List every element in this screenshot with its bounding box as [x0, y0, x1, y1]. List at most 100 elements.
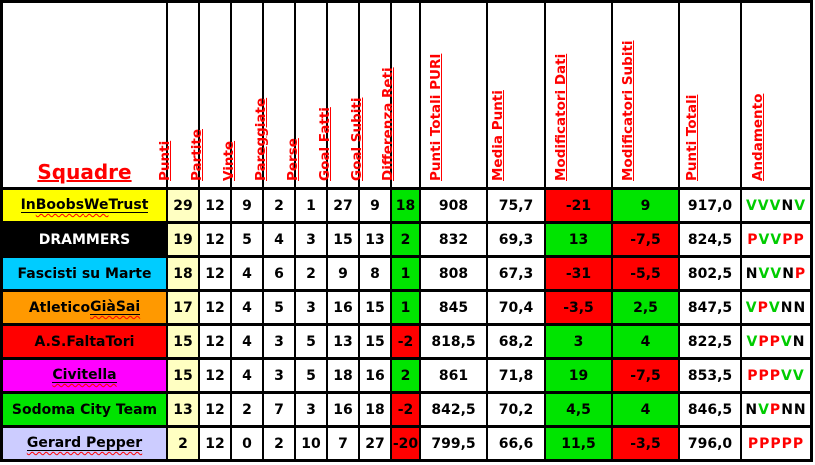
cell-perse[interactable]: 3 [296, 394, 326, 425]
cell-pareggiate[interactable]: 5 [264, 292, 294, 323]
cell-perse[interactable]: 10 [296, 428, 326, 459]
cell-pareggiate[interactable]: 3 [264, 360, 294, 391]
cell-partite[interactable]: 12 [200, 394, 230, 425]
cell-vinte[interactable]: 4 [232, 292, 262, 323]
cell-modificatori_dati[interactable]: 13 [546, 224, 611, 255]
header-punti_totali_puri[interactable]: Punti Totali PURI [421, 3, 486, 187]
cell-modificatori_subiti[interactable]: 2,5 [613, 292, 678, 323]
header-goal_subiti[interactable]: Goal Subiti [349, 3, 390, 187]
cell-goal_subiti[interactable]: 15 [360, 292, 390, 323]
cell-modificatori_subiti[interactable]: 9 [613, 190, 678, 221]
header-media_punti[interactable]: Media Punti [488, 3, 544, 187]
cell-modificatori_dati[interactable]: -3,5 [546, 292, 611, 323]
cell-goal_subiti[interactable]: 8 [360, 258, 390, 289]
team-name-cell[interactable]: Gerard Pepper [3, 428, 166, 459]
cell-perse[interactable]: 2 [296, 258, 326, 289]
team-name-cell[interactable]: Atletico GiàSai [3, 292, 166, 323]
cell-punti_totali_puri[interactable]: 845 [421, 292, 486, 323]
cell-modificatori_subiti[interactable]: 4 [613, 394, 678, 425]
cell-punti_totali_puri[interactable]: 861 [421, 360, 486, 391]
header-partite[interactable]: Partite [189, 3, 230, 187]
team-name-cell[interactable]: A.S.FaltaTori [3, 326, 166, 357]
team-name-cell[interactable]: DRAMMERS [3, 224, 166, 255]
cell-punti_totali[interactable]: 847,5 [680, 292, 740, 323]
cell-goal_fatti[interactable]: 16 [328, 292, 358, 323]
header-vinte[interactable]: Vinte [221, 3, 262, 187]
cell-perse[interactable]: 3 [296, 224, 326, 255]
cell-punti_totali_puri[interactable]: 799,5 [421, 428, 486, 459]
cell-goal_subiti[interactable]: 15 [360, 326, 390, 357]
cell-pareggiate[interactable]: 6 [264, 258, 294, 289]
cell-perse[interactable]: 5 [296, 360, 326, 391]
cell-modificatori_subiti[interactable]: -5,5 [613, 258, 678, 289]
cell-punti_totali_puri[interactable]: 842,5 [421, 394, 486, 425]
cell-vinte[interactable]: 9 [232, 190, 262, 221]
cell-partite[interactable]: 12 [200, 190, 230, 221]
cell-modificatori_dati[interactable]: 11,5 [546, 428, 611, 459]
cell-goal_subiti[interactable]: 16 [360, 360, 390, 391]
cell-media_punti[interactable]: 67,3 [488, 258, 544, 289]
cell-differenza_reti[interactable]: 18 [392, 190, 419, 221]
cell-differenza_reti[interactable]: 1 [392, 258, 419, 289]
cell-modificatori_dati[interactable]: -21 [546, 190, 611, 221]
cell-pareggiate[interactable]: 4 [264, 224, 294, 255]
cell-media_punti[interactable]: 75,7 [488, 190, 544, 221]
cell-differenza_reti[interactable]: -2 [392, 394, 419, 425]
cell-goal_fatti[interactable]: 13 [328, 326, 358, 357]
cell-perse[interactable]: 3 [296, 292, 326, 323]
cell-punti_totali[interactable]: 846,5 [680, 394, 740, 425]
cell-goal_subiti[interactable]: 13 [360, 224, 390, 255]
cell-vinte[interactable]: 5 [232, 224, 262, 255]
cell-partite[interactable]: 12 [200, 258, 230, 289]
cell-punti[interactable]: 2 [168, 428, 198, 459]
cell-punti_totali[interactable]: 822,5 [680, 326, 740, 357]
cell-modificatori_dati[interactable]: -31 [546, 258, 611, 289]
cell-vinte[interactable]: 4 [232, 326, 262, 357]
cell-goal_fatti[interactable]: 27 [328, 190, 358, 221]
cell-differenza_reti[interactable]: 2 [392, 360, 419, 391]
cell-punti[interactable]: 15 [168, 360, 198, 391]
cell-pareggiate[interactable]: 7 [264, 394, 294, 425]
team-name-cell[interactable]: Fascisti su Marte [3, 258, 166, 289]
cell-differenza_reti[interactable]: 1 [392, 292, 419, 323]
cell-vinte[interactable]: 4 [232, 258, 262, 289]
cell-punti_totali_puri[interactable]: 808 [421, 258, 486, 289]
cell-goal_fatti[interactable]: 15 [328, 224, 358, 255]
cell-goal_subiti[interactable]: 27 [360, 428, 390, 459]
cell-pareggiate[interactable]: 3 [264, 326, 294, 357]
cell-perse[interactable]: 5 [296, 326, 326, 357]
cell-punti[interactable]: 17 [168, 292, 198, 323]
cell-punti[interactable]: 15 [168, 326, 198, 357]
cell-goal_fatti[interactable]: 16 [328, 394, 358, 425]
header-perse[interactable]: Perse [285, 3, 326, 187]
cell-media_punti[interactable]: 70,2 [488, 394, 544, 425]
header-pareggiate[interactable]: Pareggiate [253, 3, 294, 187]
cell-partite[interactable]: 12 [200, 326, 230, 357]
cell-media_punti[interactable]: 69,3 [488, 224, 544, 255]
cell-partite[interactable]: 12 [200, 292, 230, 323]
header-punti_totali[interactable]: Punti Totali [680, 3, 740, 187]
cell-modificatori_dati[interactable]: 19 [546, 360, 611, 391]
cell-goal_fatti[interactable]: 9 [328, 258, 358, 289]
cell-punti_totali[interactable]: 824,5 [680, 224, 740, 255]
cell-vinte[interactable]: 0 [232, 428, 262, 459]
cell-vinte[interactable]: 4 [232, 360, 262, 391]
cell-punti_totali_puri[interactable]: 832 [421, 224, 486, 255]
cell-punti_totali[interactable]: 802,5 [680, 258, 740, 289]
cell-punti_totali_puri[interactable]: 818,5 [421, 326, 486, 357]
cell-punti[interactable]: 18 [168, 258, 198, 289]
header-goal_fatti[interactable]: Goal Fatti [317, 3, 358, 187]
cell-punti_totali[interactable]: 853,5 [680, 360, 740, 391]
header-squadre[interactable]: Squadre [3, 3, 166, 187]
cell-goal_subiti[interactable]: 9 [360, 190, 390, 221]
cell-modificatori_subiti[interactable]: 4 [613, 326, 678, 357]
cell-partite[interactable]: 12 [200, 428, 230, 459]
cell-goal_fatti[interactable]: 18 [328, 360, 358, 391]
cell-media_punti[interactable]: 66,6 [488, 428, 544, 459]
